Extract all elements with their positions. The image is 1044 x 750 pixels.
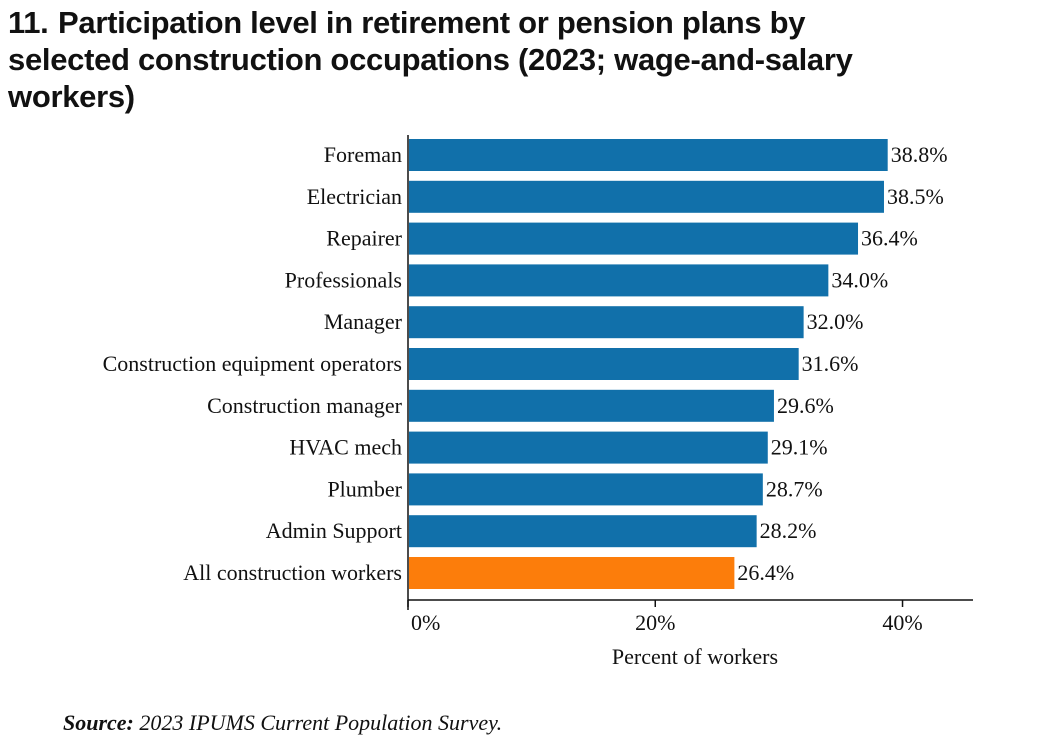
data-label: 31.6%: [802, 351, 859, 376]
source-label: Source:: [63, 710, 134, 735]
category-label: HVAC mech: [289, 435, 402, 460]
bar-6: [409, 389, 774, 422]
x-axis-title: Percent of workers: [612, 644, 778, 669]
category-label: Construction equipment operators: [103, 351, 402, 376]
data-label: 32.0%: [807, 309, 864, 334]
chart-title: 11. Participation level in retirement or …: [8, 4, 908, 115]
bar-chart: Foreman 38.8% Electrician 38.5% Repairer 36.4…: [103, 135, 973, 669]
x-tick-label: 0%: [411, 610, 440, 635]
data-label: 26.4%: [737, 560, 794, 585]
title-text: Participation level in retirement or pen…: [8, 5, 853, 114]
data-label: 28.7%: [766, 476, 823, 501]
category-label: Repairer: [326, 226, 402, 251]
category-label: Plumber: [327, 476, 402, 501]
category-label: Admin Support: [266, 518, 402, 543]
data-label: 29.6%: [777, 393, 834, 418]
bar-8: [409, 473, 763, 506]
bar-4: [409, 306, 804, 339]
x-tick-label: 40%: [882, 610, 922, 635]
category-label: Construction manager: [207, 393, 403, 418]
category-label: Electrician: [307, 184, 402, 209]
category-label: Foreman: [324, 142, 402, 167]
title-number: 11.: [8, 5, 49, 40]
bar-1: [409, 180, 884, 213]
bar-3: [409, 264, 829, 297]
data-label: 38.8%: [891, 142, 948, 167]
data-label: 28.2%: [760, 518, 817, 543]
x-tick-label: 20%: [635, 610, 675, 635]
bar-10: [409, 557, 735, 589]
data-label: 38.5%: [887, 184, 944, 209]
bar-0: [409, 139, 888, 171]
bar-5: [409, 348, 799, 380]
category-label: Manager: [324, 309, 403, 334]
bar-2: [409, 222, 859, 255]
data-label: 34.0%: [831, 267, 888, 292]
data-label: 29.1%: [771, 435, 828, 460]
category-label: All construction workers: [183, 560, 402, 585]
bar-7: [409, 431, 768, 464]
bar-9: [409, 515, 757, 548]
category-label: Professionals: [285, 267, 402, 292]
source-text: 2023 IPUMS Current Population Survey.: [139, 710, 503, 735]
source-note: Source: 2023 IPUMS Current Population Su…: [63, 710, 502, 736]
data-label: 36.4%: [861, 226, 918, 251]
